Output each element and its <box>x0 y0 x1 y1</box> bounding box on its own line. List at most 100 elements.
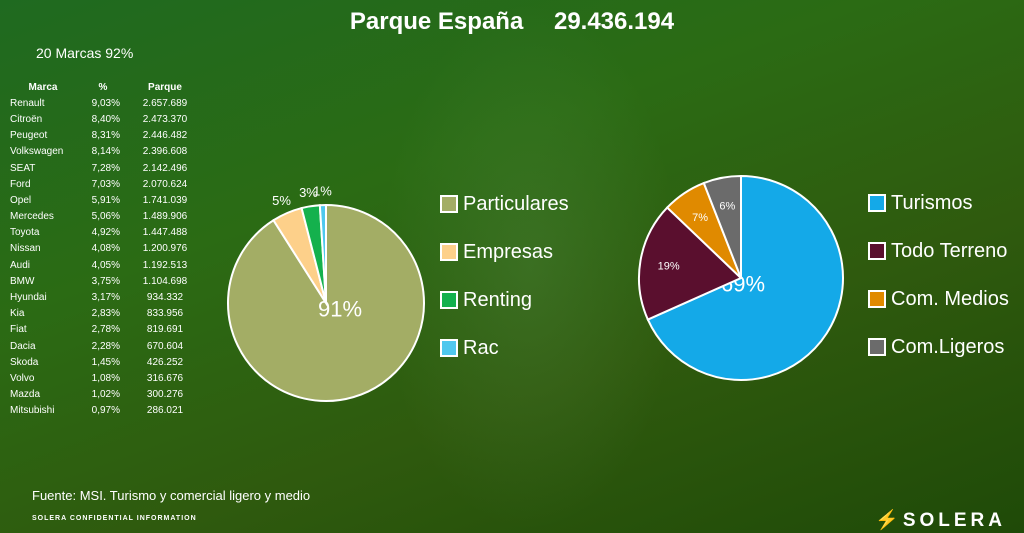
background-dna-graphic <box>380 0 680 533</box>
table-row: Citroën 8,40% 2.473.370 <box>10 111 200 127</box>
legend-swatch <box>440 339 458 357</box>
data-label: 1% <box>313 184 332 199</box>
share-cell: 5,91% <box>91 194 120 206</box>
share-cell: 0,97% <box>91 405 120 417</box>
pie-slice-todo-terreno <box>638 206 743 321</box>
column-header: Parque <box>148 81 182 93</box>
parque-cell: 2.657.689 <box>142 97 188 109</box>
bolt-icon: ⚡ <box>875 510 903 531</box>
parque-cell: 833.956 <box>146 308 184 320</box>
parque-cell: 300.276 <box>146 389 184 401</box>
share-cell: 4,92% <box>91 227 120 239</box>
table-row: Mazda 1,02% 300.276 <box>10 387 200 403</box>
data-label: 5% <box>272 193 291 208</box>
legend-swatch <box>440 291 458 309</box>
table-row: Skoda 1,45% 426.252 <box>10 354 200 370</box>
share-cell: 8,14% <box>91 146 120 158</box>
source-note: Fuente: MSI. Turismo y comercial ligero … <box>32 488 311 503</box>
legend-item: Com. Medios <box>868 275 1009 323</box>
table-row: Kia 2,83% 833.956 <box>10 306 200 322</box>
parque-cell: 286.021 <box>146 405 184 417</box>
legend-right: Turismos Todo Terreno Com. Medios Com.Liger… <box>868 179 1009 371</box>
parque-cell: 1.447.488 <box>142 227 188 239</box>
share-cell: 7,03% <box>91 178 120 190</box>
share-cell: 5,06% <box>91 211 120 223</box>
table-row: Volvo 1,08% 316.676 <box>10 370 200 386</box>
brand-cell: Peugeot <box>10 130 48 142</box>
parque-cell: 934.332 <box>146 292 184 304</box>
parque-cell: 316.676 <box>146 372 184 384</box>
table-row: Ford 7,03% 2.070.624 <box>10 176 200 192</box>
table-row: Fiat 2,78% 819.691 <box>10 322 200 338</box>
brand-cell: Mercedes <box>10 211 54 223</box>
title-text: Parque España <box>349 8 524 35</box>
legend-item: Turismos <box>868 179 1009 227</box>
legend-swatch <box>868 194 886 212</box>
parque-cell: 1.200.976 <box>142 243 188 255</box>
brand-cell: Nissan <box>10 243 41 255</box>
legend-label: Com.Ligeros <box>891 335 1005 358</box>
data-label: 3% <box>299 185 318 200</box>
brands-table: Marca % Parque Renault 9,03% 2.657.689 Citr… <box>10 79 200 419</box>
share-cell: 8,40% <box>91 113 120 125</box>
parque-cell: 2.070.624 <box>142 178 188 190</box>
brand-cell: Ford <box>10 178 31 190</box>
brand-cell: Hyundai <box>10 292 47 304</box>
brand-cell: Kia <box>10 308 25 320</box>
share-cell: 1,45% <box>91 356 120 368</box>
share-cell: 4,05% <box>91 259 120 271</box>
legend-label: Turismos <box>891 191 973 214</box>
parque-cell: 2.446.482 <box>142 130 188 142</box>
pie-slice-rac <box>318 203 327 304</box>
table-row: Hyundai 3,17% 934.332 <box>10 289 200 305</box>
brand-cell: Opel <box>10 194 32 206</box>
table-row: Mercedes 5,06% 1.489.906 <box>10 209 200 225</box>
legend-swatch <box>868 242 886 260</box>
pie-slice-turismos <box>646 174 844 381</box>
share-cell: 9,03% <box>91 97 120 109</box>
brand-cell: Skoda <box>10 356 39 368</box>
column-header: % <box>98 81 108 93</box>
share-cell: 3,17% <box>91 292 120 304</box>
legend-swatch <box>440 243 458 261</box>
table-row: Mitsubishi 0,97% 286.021 <box>10 403 200 419</box>
legend-item: Com.Ligeros <box>868 323 1009 371</box>
share-cell: 8,31% <box>91 130 120 142</box>
table-row: Peugeot 8,31% 2.446.482 <box>10 128 200 144</box>
parque-cell: 1.489.906 <box>142 211 188 223</box>
brand-cell: Toyota <box>10 227 40 239</box>
legend-label: Rac <box>463 336 499 359</box>
parque-cell: 2.396.608 <box>142 146 188 158</box>
parque-cell: 1.104.698 <box>142 275 188 287</box>
brand-cell: SEAT <box>10 162 36 174</box>
share-cell: 3,75% <box>91 275 120 287</box>
brand-cell: Audi <box>10 259 31 271</box>
data-label: 19% <box>658 260 680 272</box>
legend-item: Rac <box>440 324 569 372</box>
legend-label: Empresas <box>463 240 554 263</box>
legend-label: Renting <box>463 288 532 311</box>
share-cell: 2,83% <box>91 308 120 320</box>
pie-slice-com-ligeros <box>702 174 742 279</box>
parque-cell: 2.473.370 <box>142 113 188 125</box>
table-row: Opel 5,91% 1.741.039 <box>10 192 200 208</box>
brand-cell: Renault <box>10 97 45 109</box>
brands-summary: 20 Marcas 92% <box>36 45 134 61</box>
table-row: Renault 9,03% 2.657.689 <box>10 95 200 111</box>
legend-swatch <box>868 338 886 356</box>
share-cell: 4,08% <box>91 243 120 255</box>
data-label: 6% <box>719 201 735 213</box>
brand-cell: Mazda <box>10 389 41 401</box>
legend-swatch <box>868 290 886 308</box>
share-cell: 1,08% <box>91 372 120 384</box>
legend-label: Com. Medios <box>891 287 1009 310</box>
share-cell: 2,28% <box>91 340 120 352</box>
legend-left: Particulares Empresas Renting Rac <box>440 180 569 372</box>
legend-item: Empresas <box>440 228 569 276</box>
table-row: BMW 3,75% 1.104.698 <box>10 273 200 289</box>
table-row: SEAT 7,28% 2.142.496 <box>10 160 200 176</box>
legend-item: Todo Terreno <box>868 227 1009 275</box>
share-cell: 2,78% <box>91 324 120 336</box>
brand-cell: Dacia <box>10 340 36 352</box>
